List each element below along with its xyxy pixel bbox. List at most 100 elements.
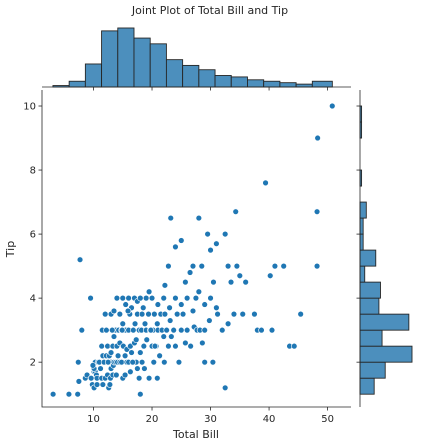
scatter-point [135, 374, 143, 382]
scatter-plot-area: 10 20 30 40 50 2 4 6 8 10 [23, 90, 351, 425]
scatter-point [131, 320, 139, 327]
scatter-point [75, 378, 83, 385]
scatter-point [167, 214, 174, 222]
scatter-point [150, 358, 157, 366]
x-histogram-bar [101, 30, 119, 88]
scatter-point [207, 246, 214, 254]
scatter-point [103, 326, 110, 334]
scatter-point [110, 333, 118, 340]
scatter-point [138, 310, 146, 318]
x-axis-ticks: 10 20 30 40 50 [87, 407, 334, 425]
scatter-point [204, 230, 211, 238]
scatter-point [65, 390, 73, 398]
scatter-point [118, 326, 126, 334]
scatter-point [148, 294, 156, 302]
x-axis-label: Total Bill [172, 428, 219, 441]
scatter-point [251, 310, 258, 318]
scatter-point [104, 342, 111, 350]
scatter-point [219, 326, 226, 334]
scatter-point [242, 278, 249, 286]
scatter-point [133, 336, 140, 343]
y-histogram-bar [359, 345, 413, 363]
scatter-point [113, 294, 121, 302]
scatter-point [166, 317, 174, 324]
scatter-point [297, 310, 304, 318]
scatter-point [195, 288, 203, 295]
scatter-point [151, 342, 159, 350]
x-tick-label: 20 [146, 414, 159, 425]
chart-title: Joint Plot of Total Bill and Tip [131, 4, 288, 17]
scatter-point [214, 310, 221, 318]
scatter-point [145, 310, 152, 318]
scatter-point [280, 262, 287, 270]
scatter-point [213, 240, 220, 247]
main-axis-spines [41, 90, 351, 408]
scatter-point [109, 326, 116, 334]
scatter-point [175, 358, 183, 366]
scatter-point [258, 326, 265, 334]
scatter-point [186, 269, 194, 276]
scatter-point [125, 294, 132, 302]
scatter-point [199, 339, 206, 347]
scatter-point [87, 294, 94, 302]
y-axis-label: Tip [4, 241, 17, 258]
scatter-point [147, 326, 155, 334]
scatter-point [99, 381, 107, 388]
scatter-point [121, 371, 129, 379]
y-histogram-bar [359, 377, 375, 395]
scatter-point [151, 310, 158, 318]
scatter-point [224, 262, 232, 270]
y-axis-ticks: 2 4 6 8 10 [23, 102, 42, 369]
scatter-point [314, 134, 321, 142]
x-histogram-bar [198, 69, 216, 88]
scatter-point [93, 381, 101, 388]
scatter-point [160, 294, 167, 302]
scatter-point [221, 384, 229, 391]
scatter-point [198, 262, 205, 270]
scatter-point [221, 230, 229, 238]
x-tick-label: 30 [204, 414, 217, 425]
x-histogram-bar [182, 64, 200, 88]
scatter-point [98, 342, 105, 350]
scatter-point [262, 179, 269, 187]
scatter-point [189, 307, 197, 315]
scatter-point [166, 304, 173, 311]
scatter-point [213, 304, 220, 311]
scatter-point [209, 358, 217, 366]
y-histogram-bar [359, 217, 364, 235]
x-marginal-histogram [42, 27, 351, 91]
scatter-points [49, 102, 336, 398]
scatter-point [128, 349, 135, 356]
scatter-point [107, 349, 115, 356]
scatter-point [89, 362, 97, 369]
scatter-point [189, 262, 197, 270]
x-histogram-bar [68, 80, 86, 88]
y-tick-label: 2 [30, 358, 36, 369]
scatter-point [75, 358, 82, 366]
y-histogram-bar [359, 249, 377, 267]
x-histogram-bar [247, 79, 265, 88]
scatter-point [239, 310, 246, 318]
scatter-point [163, 326, 170, 334]
scatter-point [142, 294, 150, 302]
scatter-point [130, 326, 137, 334]
scatter-point [227, 278, 235, 286]
scatter-point [224, 320, 232, 327]
scatter-point [313, 262, 321, 270]
scatter-point [154, 301, 162, 308]
y-tick-label: 10 [23, 102, 36, 113]
scatter-point [78, 326, 85, 334]
scatter-point [127, 368, 134, 375]
scatter-point [183, 326, 191, 334]
y-histogram-bar [359, 313, 410, 331]
scatter-point [124, 307, 132, 315]
y-histogram-bar [359, 297, 380, 315]
y-histogram-bar [359, 361, 386, 379]
scatter-point [201, 358, 208, 366]
x-histogram-bar [84, 63, 103, 88]
scatter-point [119, 320, 126, 327]
scatter-point [97, 365, 104, 372]
scatter-point [329, 102, 336, 110]
scatter-point [182, 278, 189, 286]
